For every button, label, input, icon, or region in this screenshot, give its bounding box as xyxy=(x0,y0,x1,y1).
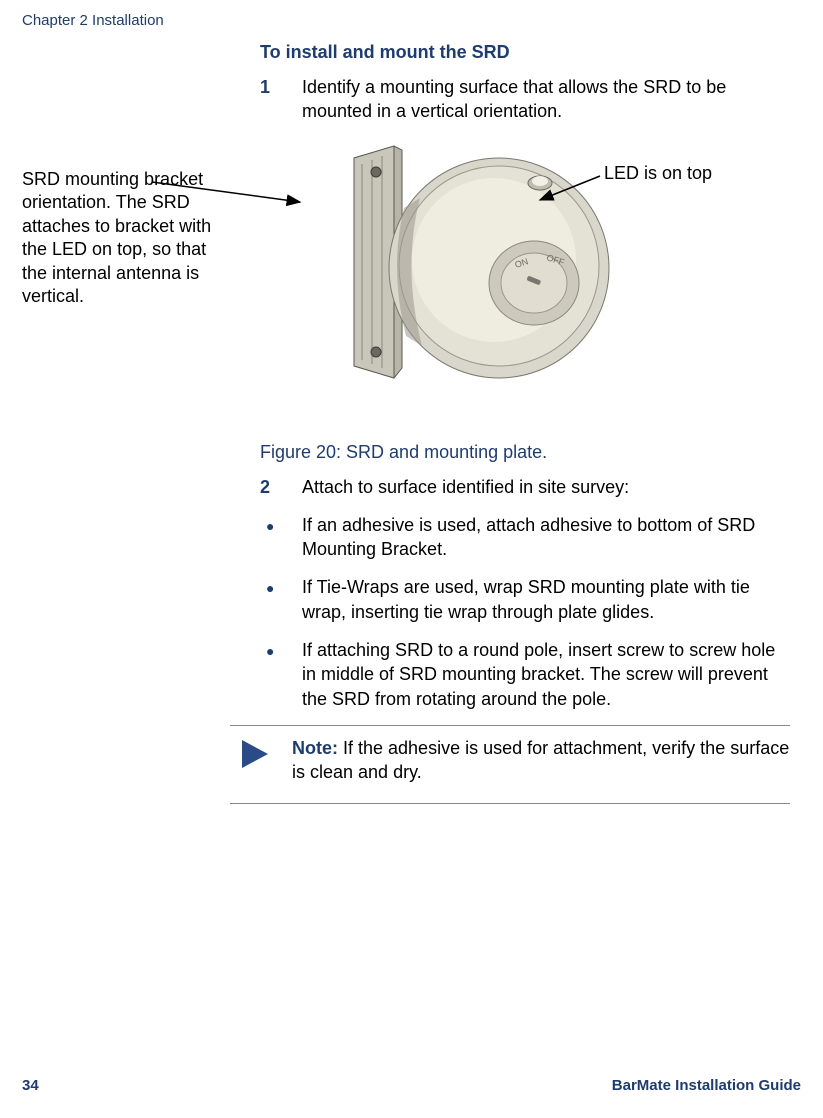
note-text: Note: If the adhesive is used for attach… xyxy=(292,736,790,785)
step-1: 1 Identify a mounting surface that allow… xyxy=(260,75,790,124)
bullet-3: ● If attaching SRD to a round pole, inse… xyxy=(260,638,790,711)
note-label: Note: xyxy=(292,738,338,758)
doc-title: BarMate Installation Guide xyxy=(612,1077,801,1094)
note-body: If the adhesive is used for attachment, … xyxy=(292,738,789,782)
step-1-text: Identify a mounting surface that allows … xyxy=(302,75,790,124)
note-block: Note: If the adhesive is used for attach… xyxy=(230,725,790,804)
bullet-2: ● If Tie-Wraps are used, wrap SRD mounti… xyxy=(260,575,790,624)
bullet-3-text: If attaching SRD to a round pole, insert… xyxy=(302,638,790,711)
bullet-mark: ● xyxy=(260,513,302,562)
bullet-2-text: If Tie-Wraps are used, wrap SRD mounting… xyxy=(302,575,790,624)
step-2: 2 Attach to surface identified in site s… xyxy=(260,475,790,499)
bullet-mark: ● xyxy=(260,575,302,624)
page-footer: 34 BarMate Installation Guide xyxy=(22,1077,801,1094)
section-title: To install and mount the SRD xyxy=(260,42,790,63)
page-number: 34 xyxy=(22,1077,39,1094)
chapter-header: Chapter 2 Installation xyxy=(22,12,164,29)
step-1-number: 1 xyxy=(260,75,302,124)
callout-bracket-orientation: SRD mounting bracket orientation. The SR… xyxy=(22,168,222,308)
bullet-1-text: If an adhesive is used, attach adhesive … xyxy=(302,513,790,562)
step-2-number: 2 xyxy=(260,475,302,499)
bullet-mark: ● xyxy=(260,638,302,711)
callout-led-on-top: LED is on top xyxy=(604,163,712,184)
note-arrow-icon xyxy=(230,736,292,785)
figure-caption: Figure 20: SRD and mounting plate. xyxy=(260,442,790,463)
main-content: To install and mount the SRD 1 Identify … xyxy=(260,42,790,804)
srd-device-illustration: ON OFF xyxy=(324,138,624,398)
step-2-text: Attach to surface identified in site sur… xyxy=(302,475,790,499)
bullet-1: ● If an adhesive is used, attach adhesiv… xyxy=(260,513,790,562)
